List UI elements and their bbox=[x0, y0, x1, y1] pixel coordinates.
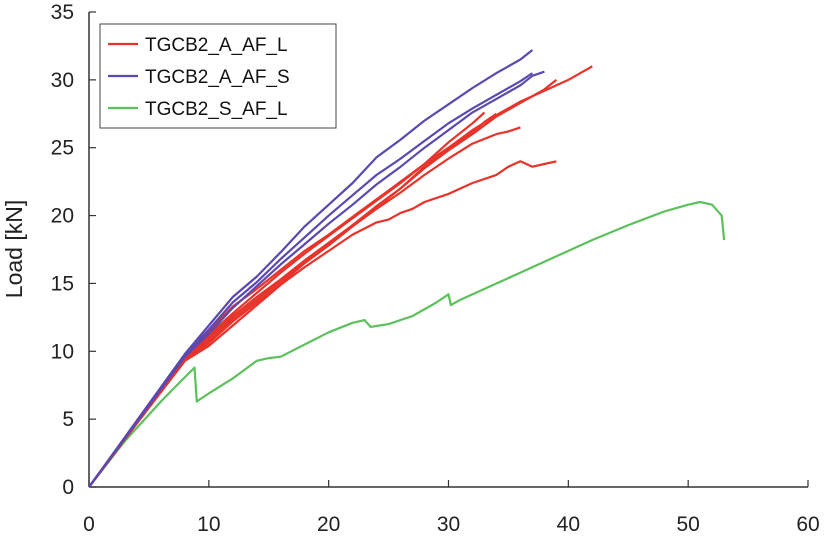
y-tick-label: 35 bbox=[51, 1, 74, 24]
series-line-tgcb2-s-af-l-1 bbox=[88, 200, 726, 488]
x-tick-label: 10 bbox=[197, 513, 220, 536]
x-tick-label: 50 bbox=[676, 513, 699, 536]
y-tick-label: 20 bbox=[51, 205, 74, 228]
x-tick-label: 20 bbox=[317, 513, 340, 536]
legend-label-a-af-s: TGCB2_A_AF_S bbox=[145, 67, 290, 88]
series-layer bbox=[88, 49, 726, 488]
series-line-tgcb2-a-af-s-2 bbox=[88, 72, 534, 488]
y-tick-label: 25 bbox=[51, 137, 74, 160]
y-tick-label: 5 bbox=[62, 408, 74, 431]
series-line-tgcb2-a-af-s-1 bbox=[88, 49, 534, 488]
series-line-tgcb2-a-af-l-4 bbox=[88, 112, 498, 488]
series-line-tgcb2-a-af-l-3 bbox=[88, 126, 521, 488]
legend-box bbox=[99, 23, 337, 129]
x-tick-label: 60 bbox=[796, 513, 819, 536]
legend: TGCB2_A_AF_L TGCB2_A_AF_S TGCB2_S_AF_L bbox=[99, 23, 337, 129]
y-axis-title: Load [kN] bbox=[1, 200, 27, 298]
y-tick-label: 30 bbox=[51, 69, 74, 92]
x-tick-label: 0 bbox=[83, 513, 95, 536]
ticks: 0 10 20 30 40 50 60 0 5 10 15 20 25 30 35 bbox=[51, 1, 820, 536]
y-tick-label: 0 bbox=[62, 476, 74, 499]
y-tick-label: 15 bbox=[51, 272, 74, 295]
series-line-tgcb2-a-af-l-2 bbox=[88, 79, 558, 488]
x-tick-label: 40 bbox=[557, 513, 580, 536]
x-tick-label: 30 bbox=[437, 513, 460, 536]
legend-label-s-af-l: TGCB2_S_AF_L bbox=[145, 99, 288, 120]
series-line-tgcb2-a-af-s-3 bbox=[88, 70, 545, 488]
series-line-tgcb2-a-af-l-6 bbox=[88, 160, 557, 488]
y-tick-label: 10 bbox=[51, 340, 74, 363]
legend-label-a-af-l: TGCB2_A_AF_L bbox=[145, 35, 288, 56]
